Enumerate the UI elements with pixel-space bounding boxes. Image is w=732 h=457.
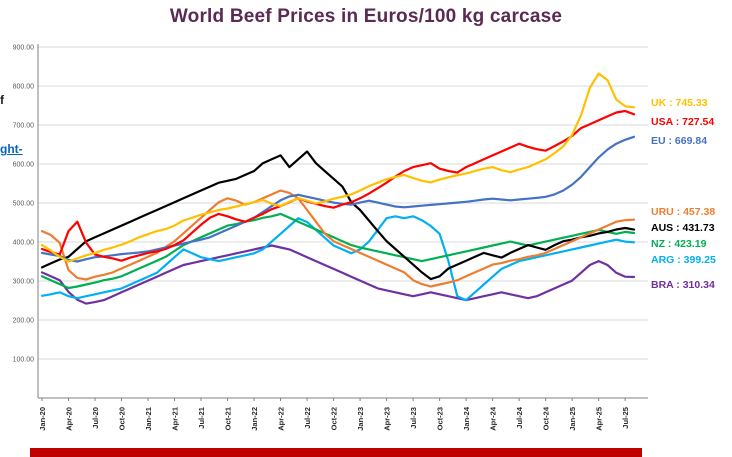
x-axis-label: Jan-20 (38, 407, 47, 431)
x-axis-label: Oct-24 (542, 406, 551, 430)
legend-usa: USA : 727.54 (651, 116, 715, 128)
x-axis-label: Apr-22 (277, 407, 286, 431)
series-line-eu (40, 135, 636, 263)
x-axis-label: Jul-23 (409, 407, 418, 429)
y-axis-label: 800.00 (13, 84, 35, 91)
y-axis-label: 600.00 (13, 162, 35, 169)
series-line-usa (40, 109, 636, 262)
legend-arg: ARG : 399.25 (651, 254, 716, 266)
y-axis-label: 100.00 (13, 357, 35, 364)
series-line-uk (40, 72, 636, 263)
x-axis-label: Apr-23 (383, 407, 392, 431)
x-axis-label: Jul-22 (303, 407, 312, 429)
cropped-text-left: f (0, 93, 4, 107)
x-axis-label: Oct-23 (436, 407, 445, 430)
legend-uk: UK : 745.33 (651, 97, 708, 109)
y-axis-label: 300.00 (13, 279, 35, 286)
x-axis-label: Jul-20 (91, 407, 100, 429)
x-axis-label: Apr-24 (489, 406, 498, 431)
x-axis-label: Jul-24 (515, 406, 524, 429)
y-axis-label: 900.00 (13, 45, 35, 52)
x-axis-label: Jan-25 (568, 407, 577, 431)
y-axis-label: 700.00 (13, 123, 35, 130)
y-axis-label: 200.00 (13, 318, 35, 325)
series-line-arg (40, 215, 636, 302)
legend-bra: BRA : 310.34 (651, 279, 715, 291)
x-axis-label: Jul-21 (197, 407, 206, 429)
x-axis-label: Jan-21 (144, 407, 153, 431)
legend-eu: EU : 669.84 (651, 135, 708, 147)
y-axis-label: 500.00 (13, 201, 35, 208)
legend-uru: URU : 457.38 (651, 206, 716, 218)
x-axis-label: Jan-24 (462, 406, 471, 431)
chart-legend: UK : 745.33 USA : 727.54 EU : 669.84 URU : … (651, 0, 732, 457)
series-line-uru (40, 189, 636, 288)
x-axis-label: Jul-25 (621, 407, 630, 429)
x-axis-label: Jan-22 (250, 407, 259, 431)
x-axis-label: Jan-23 (356, 407, 365, 431)
x-axis-label: Apr-21 (171, 407, 180, 431)
x-axis-label: Apr-20 (65, 407, 74, 431)
x-axis-label: Apr-25 (595, 407, 604, 431)
series-line-nz (40, 212, 636, 290)
bottom-red-bar (30, 448, 642, 457)
series-line-bra (40, 244, 636, 305)
series-line-aus (40, 150, 636, 281)
x-axis-label: Oct-22 (330, 407, 339, 430)
legend-aus: AUS : 431.73 (651, 222, 715, 234)
y-axis-label: 400.00 (13, 240, 35, 247)
legend-nz: NZ : 423.19 (651, 238, 707, 250)
cropped-hyperlink-left[interactable]: ght- (0, 142, 23, 156)
chart-title: World Beef Prices in Euros/100 kg carcas… (169, 6, 563, 27)
x-axis-label: Oct-21 (224, 407, 233, 430)
x-axis-label: Oct-20 (118, 407, 127, 430)
